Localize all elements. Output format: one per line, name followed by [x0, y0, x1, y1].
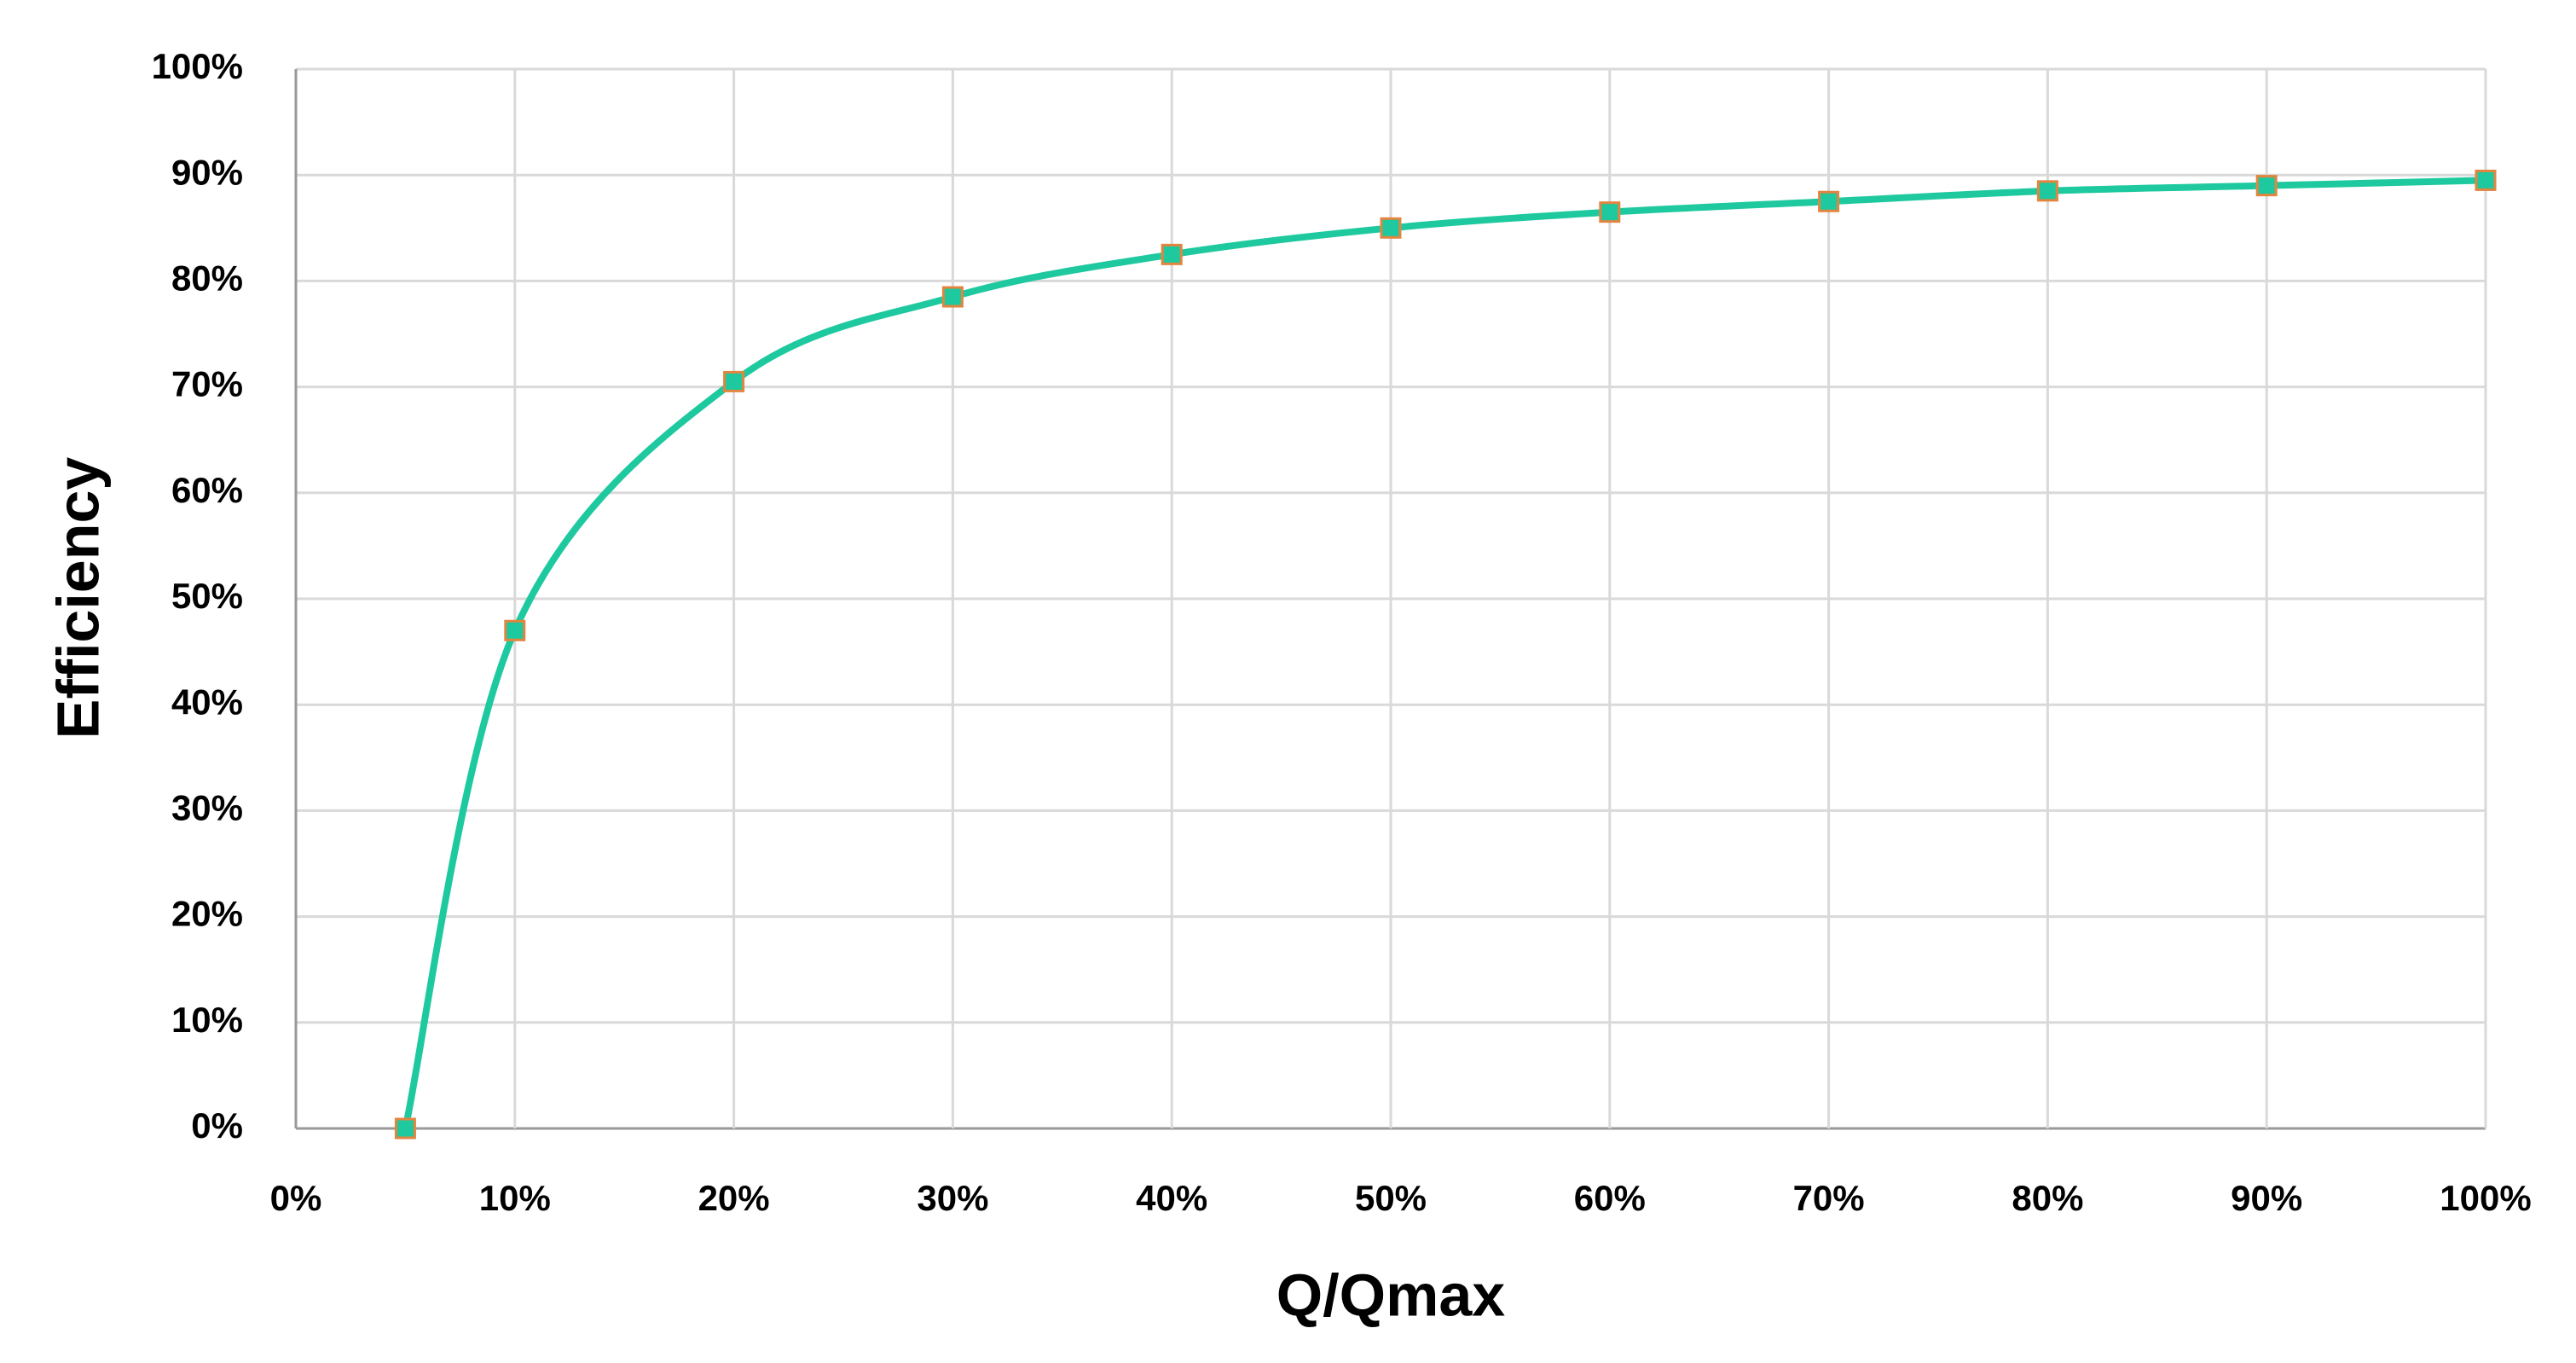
marker: [394, 1117, 416, 1140]
y-tick-label: 30%: [171, 787, 243, 827]
y-tick-label: 80%: [171, 258, 243, 298]
x-tick-label: 0%: [270, 1178, 322, 1218]
x-tick-label: 100%: [2440, 1178, 2531, 1218]
y-tick-label: 50%: [171, 576, 243, 616]
y-tick-label: 90%: [171, 152, 243, 192]
y-axis-title: Efficiency: [44, 457, 111, 740]
y-tick-label: 0%: [191, 1105, 243, 1146]
marker: [1818, 190, 1840, 212]
x-tick-label: 80%: [2012, 1178, 2083, 1218]
x-tick-label: 20%: [698, 1178, 770, 1218]
marker: [1161, 243, 1183, 265]
y-tick-label: 100%: [152, 46, 243, 86]
y-tick-label: 70%: [171, 364, 243, 404]
x-tick-label: 50%: [1355, 1178, 1427, 1218]
marker: [2036, 180, 2058, 202]
marker: [941, 286, 964, 308]
y-tick-label: 60%: [171, 470, 243, 510]
marker: [1599, 201, 1621, 223]
marker: [2255, 175, 2278, 197]
x-tick-label: 70%: [1793, 1178, 1865, 1218]
x-tick-label: 60%: [1574, 1178, 1646, 1218]
y-tick-label: 40%: [171, 682, 243, 722]
y-tick-label: 10%: [171, 1000, 243, 1040]
line: [402, 177, 2486, 1129]
marker: [723, 370, 745, 392]
marker: [2475, 169, 2497, 191]
x-tick-label: 10%: [479, 1178, 551, 1218]
x-axis-title: Q/Qmax: [1276, 1262, 1506, 1328]
x-tick-label: 90%: [2231, 1178, 2302, 1218]
x-tick-label: 30%: [917, 1178, 988, 1218]
marker: [504, 619, 526, 641]
x-tick-label: 40%: [1136, 1178, 1207, 1218]
y-tick-label: 20%: [171, 894, 243, 934]
marker: [1380, 217, 1402, 239]
